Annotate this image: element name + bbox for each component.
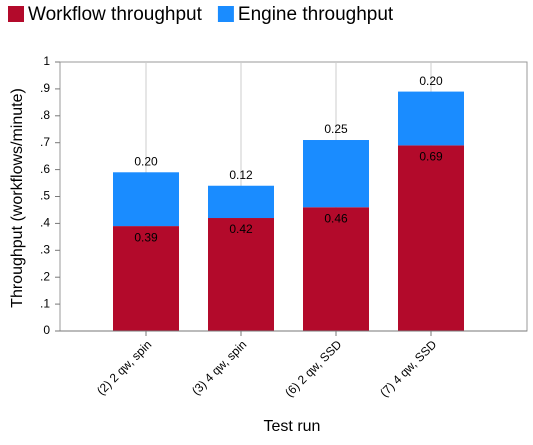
x-tick-label: (6) 2 qw, SSD	[282, 337, 344, 399]
x-axis-title: Test run	[264, 418, 321, 435]
legend-label: Engine throughput	[238, 4, 394, 25]
y-tick-label: .8	[40, 108, 50, 122]
y-tick-label: .6	[40, 162, 50, 176]
value-label: 0.42	[229, 222, 253, 236]
y-tick-label: .4	[40, 216, 50, 230]
value-label: 0.25	[324, 122, 348, 136]
y-tick-label: .9	[40, 81, 50, 95]
y-tick-label: .7	[40, 135, 50, 149]
y-tick-label: 0	[43, 323, 50, 337]
y-tick-label: .1	[40, 296, 50, 310]
bar-segment	[113, 172, 179, 227]
x-tick-label: (7) 4 qw, SSD	[377, 337, 439, 399]
value-label: 0.39	[134, 230, 158, 244]
bar-segment	[303, 207, 369, 331]
legend-label: Workflow throughput	[28, 4, 203, 25]
y-tick-label: .3	[40, 242, 50, 256]
bar-segment	[398, 145, 464, 331]
bar-segment	[113, 226, 179, 331]
y-tick-label: .5	[40, 189, 50, 203]
y-tick-label: .2	[40, 269, 50, 283]
legend-swatch	[8, 6, 24, 22]
y-axis-title: Throughput (workflows/minute)	[9, 88, 26, 308]
value-label: 0.20	[419, 74, 443, 88]
y-tick-label: 1	[43, 54, 50, 68]
value-label: 0.12	[229, 168, 253, 182]
x-tick-label: (3) 4 qw, spin	[189, 337, 249, 397]
value-label: 0.20	[134, 154, 158, 168]
bar-segment	[303, 140, 369, 208]
bar-segment	[398, 91, 464, 146]
legend-swatch	[217, 6, 234, 22]
x-tick-label: (2) 2 qw, spin	[94, 337, 154, 397]
bar-segment	[208, 185, 274, 219]
bar-segment	[208, 218, 274, 331]
value-label: 0.46	[324, 211, 348, 225]
value-label: 0.69	[419, 150, 443, 164]
